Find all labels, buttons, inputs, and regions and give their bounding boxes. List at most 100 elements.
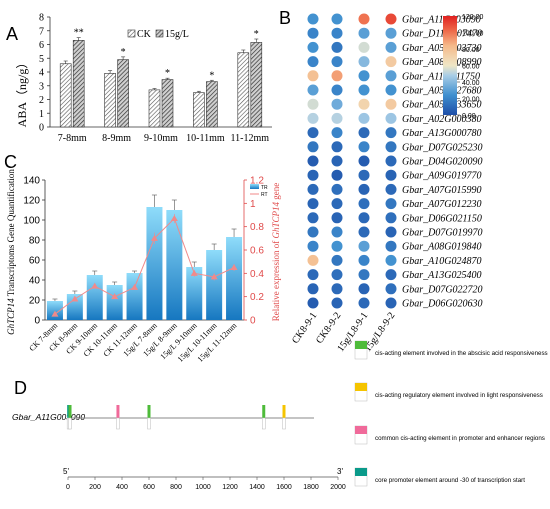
heatmap-cell [385,70,397,82]
heatmap-cell [307,155,319,167]
heatmap-cell [331,169,343,181]
heatmap-cell [385,13,397,25]
promoter-gene-label: Gbar_A11G003090 [12,412,85,422]
chart-c-ylabel-right-start: Relative expression of [271,239,281,322]
heatmap-row-label: Gbar_A08G008990 [402,57,481,68]
heatmap-row-label: Gbar_A13G025400 [402,270,481,281]
heatmap-row-label: Gbar_A05G027680 [402,86,481,97]
legend-swatch-color [355,468,367,476]
promoter-legend: cis-acting element involved in the absci… [354,340,548,487]
colorbar-tick-label: 0.00 [462,113,476,120]
heatmap-row-label: Gbar_D06G020630 [402,299,483,310]
legend-rt-label: RT [261,192,268,198]
legend-swatch-color [355,383,367,391]
heatmap-cell [307,41,319,53]
heatmap-cell [331,212,343,224]
chart-a-ytick-label: 6 [39,40,44,51]
chart-a-legend: CK 15g/L [127,29,189,40]
heatmap-cell [307,212,319,224]
chart-a-significance: * [121,47,126,58]
chart-a-bar-treat [250,42,263,128]
legend-label: core promoter element around -30 of tran… [375,477,525,484]
colorbar-tick-label: 100.00 [462,31,484,38]
chart-c-ytick-label: 100 [23,216,40,227]
heatmap-cell [385,27,397,39]
heatmap-row-label: Gbar_D04G020090 [402,157,483,168]
chart-c-line-marker [150,234,158,241]
legend-treat-swatch [155,29,164,38]
chart-c-y2tick-label: 0.8 [250,222,264,233]
chart-a-bar-treat [72,40,85,128]
promoter-element-base [262,417,266,430]
heatmap-cell [331,226,343,238]
scale-end-label: 3' [337,467,343,476]
heatmap-cell [307,141,319,153]
chart-a-significance: * [165,68,170,79]
heatmap-cell [385,269,397,281]
chart-a-ytick-label: 8 [39,13,44,24]
heatmap-row-label: Gbar_A11G003090 [402,15,481,26]
heatmap-cell [331,283,343,295]
heatmap-cell [358,283,370,295]
chart-c-ylabel-right: Relative expression of GhTCP14 gene [271,183,281,322]
heatmap-cell [331,112,343,124]
promoter-element-base [68,417,72,430]
heatmap-cell [307,169,319,181]
chart-c-bar [86,275,103,320]
scale-ticks: 0 200 400 600 800 1000 1200 1400 1600 1800 2000 [66,477,346,491]
heatmap-cell [358,127,370,139]
chart-a-ytick-label: 5 [39,54,44,65]
heatmap-cell [385,155,397,167]
heatmap-cell [358,56,370,68]
chart-a-xtick-label: 8-9mm [102,133,131,144]
chart-b-heatmap: Gbar_A11G003090 Gbar_D11G007470 Gbar_A05G0… [290,13,484,354]
heatmap-cell [358,169,370,181]
chart-a-xtick-label: 10-11mm [186,133,225,144]
heatmap-cell [331,127,343,139]
scale-tick-label: 1600 [276,484,292,491]
chart-c-ylabel-left-rest: Transcriptoms Gene Quantification [6,169,16,299]
chart-c-ytick-label: 120 [23,196,40,207]
heatmap-cell [358,183,370,195]
heatmap-cell [331,240,343,252]
heatmap-cell [307,198,319,210]
heatmap-cell [307,240,319,252]
scale-tick-label: 600 [143,484,155,491]
heatmap-cell [385,297,397,309]
legend-label: cis-acting regulatory element involved i… [375,392,543,399]
heatmap-cell [358,13,370,25]
heatmap-cell [358,70,370,82]
scale-tick-label: 200 [89,484,101,491]
chart-c-line-marker [170,215,178,221]
heatmap-cell [358,41,370,53]
heatmap-cell [358,141,370,153]
chart-a-ylabel: ABA（ng/g） [15,57,29,128]
heatmap-cell [307,297,319,309]
heatmap-cell [307,27,319,39]
chart-a-ytick-label: 7 [39,26,44,37]
heatmap-cell [385,283,397,295]
heatmap-cell [358,269,370,281]
heatmap-cell [358,297,370,309]
chart-c-bar [146,207,163,320]
heatmap-cell [331,155,343,167]
chart-c-line-marker [190,269,198,276]
chart-c-bar [46,301,63,320]
heatmap-row-label: Gbar_A13G000780 [402,128,481,139]
heatmap-col-label: CK8-9-2 [314,310,343,345]
legend-ck-swatch [127,29,136,38]
chart-a-bar-treat [206,81,218,128]
chart-a-xtick-label: 9-10mm [144,133,178,144]
chart-a-significance: * [209,70,214,81]
heatmap-cell [331,141,343,153]
promoter-element-mark [147,405,151,418]
chart-a-bar-treat [161,79,174,128]
colorbar-tick-label: 80.00 [462,47,480,54]
heatmap-cell [307,226,319,238]
heatmap-row-label: Gbar_A09G019770 [402,171,481,182]
scale-tick-label: 1400 [249,484,265,491]
chart-c-bar [226,237,243,320]
